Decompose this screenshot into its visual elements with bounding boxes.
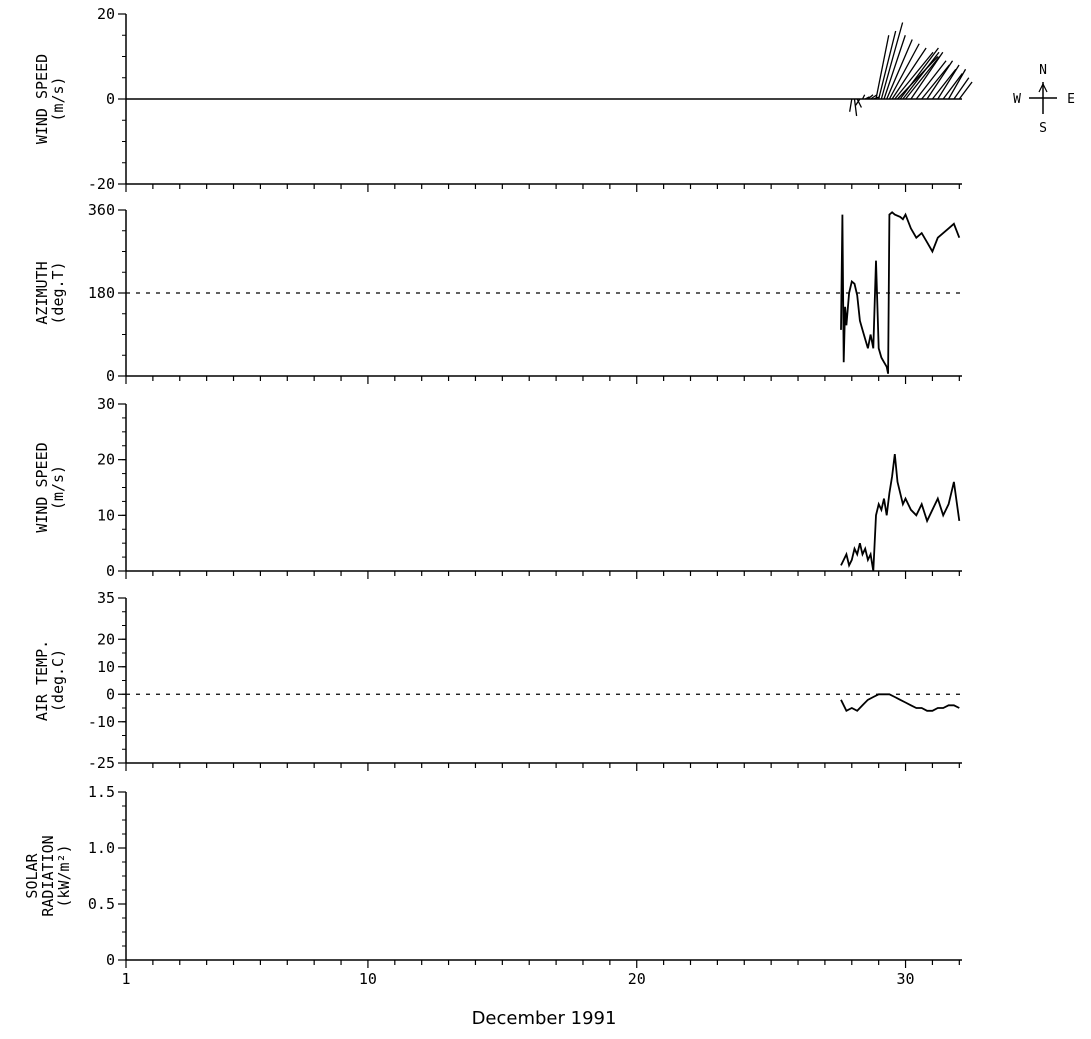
wind-vector — [888, 43, 920, 100]
wind-vector — [861, 94, 866, 100]
y-tick-label: 0 — [106, 685, 115, 703]
wind-vector — [931, 68, 957, 100]
panel-3: 30 20 10 0 WIND SPEED(m/s) — [33, 395, 962, 580]
y-tick-label: 0 — [106, 90, 115, 108]
y-tick-label: 0.5 — [88, 895, 115, 913]
x-tick-label: 1 — [121, 970, 130, 988]
panel-2: 360 180 0 AZIMUTH(deg.T) — [33, 201, 962, 385]
series-line — [840, 693, 960, 713]
wind-vector — [856, 98, 862, 108]
wind-vector — [921, 64, 950, 100]
wind-vector — [880, 22, 904, 100]
wind-vector — [855, 98, 861, 106]
x-axis-label: December 1991 — [472, 1008, 617, 1029]
wind-vector — [867, 94, 874, 100]
compass-south: S — [1039, 121, 1047, 136]
wind-vector — [894, 51, 934, 100]
y-axis-label: WIND SPEED — [33, 442, 51, 532]
y-axis-label: (m/s) — [49, 76, 67, 121]
wind-vector — [875, 35, 890, 100]
y-axis-label: SOLAR — [23, 852, 41, 898]
wind-vector — [926, 60, 954, 100]
x-tick-label: 10 — [359, 970, 377, 988]
wind-vector — [899, 47, 939, 100]
wind-vector — [878, 30, 897, 100]
y-tick-label: 20 — [97, 5, 115, 23]
wind-vector — [915, 60, 947, 100]
x-tick-label: 20 — [628, 970, 646, 988]
compass-west: W — [1013, 92, 1021, 107]
wind-vector — [958, 81, 973, 100]
y-tick-label: 1.5 — [88, 783, 115, 801]
panel-4: 35 20 10 0 -10 -25 AIR TEMP.(deg.C) — [33, 589, 962, 772]
wind-vector — [853, 98, 858, 117]
wind-vector — [897, 56, 939, 100]
wind-vector — [947, 68, 967, 100]
y-tick-label: 10 — [97, 506, 115, 524]
y-tick-label: 35 — [97, 589, 115, 607]
wind-vector — [886, 39, 913, 100]
y-axis-label: (deg.C) — [49, 649, 67, 712]
y-axis-label: AZIMUTH — [33, 261, 51, 324]
wind-vector — [864, 96, 870, 100]
y-tick-label: 20 — [97, 451, 115, 469]
y-axis-label: WIND SPEED — [33, 54, 51, 144]
y-axis-label: RADIATION — [39, 835, 57, 916]
y-axis-label: (kW/m²) — [55, 844, 73, 907]
y-tick-label: -20 — [88, 175, 115, 193]
wind-vector — [849, 98, 853, 112]
y-tick-label: 20 — [97, 630, 115, 648]
y-tick-label: 1.0 — [88, 839, 115, 857]
y-tick-label: 0 — [106, 562, 115, 580]
y-tick-label: 10 — [97, 658, 115, 676]
wind-vector — [870, 94, 878, 100]
y-tick-label: 0 — [106, 951, 115, 969]
wind-vector — [942, 73, 963, 100]
compass-east: E — [1067, 92, 1075, 107]
series-line — [840, 211, 961, 374]
north-arrow-icon — [1038, 83, 1048, 93]
y-tick-label: -25 — [88, 754, 115, 772]
wind-vector — [902, 51, 940, 100]
y-tick-label: 360 — [88, 201, 115, 219]
wind-vector — [937, 64, 960, 100]
y-tick-label: 180 — [88, 284, 115, 302]
wind-vector — [905, 56, 941, 100]
compass-north: N — [1039, 63, 1047, 78]
wind-vector — [883, 35, 906, 100]
series-line — [840, 453, 961, 572]
y-tick-label: 30 — [97, 395, 115, 413]
y-tick-label: 0 — [106, 367, 115, 385]
y-tick-label: -10 — [88, 713, 115, 731]
panel-1: 20 0 -20 WIND SPEED(m/s) — [33, 5, 973, 193]
wind-vector — [953, 77, 970, 100]
y-axis-label: AIR TEMP. — [33, 640, 51, 721]
wind-vector — [891, 47, 927, 100]
y-axis-label: (m/s) — [49, 465, 67, 510]
x-tick-label: 30 — [897, 970, 915, 988]
y-axis-label: (deg.T) — [49, 261, 67, 324]
wind-vector — [910, 51, 944, 100]
compass-rose: N S W E — [1013, 63, 1075, 136]
